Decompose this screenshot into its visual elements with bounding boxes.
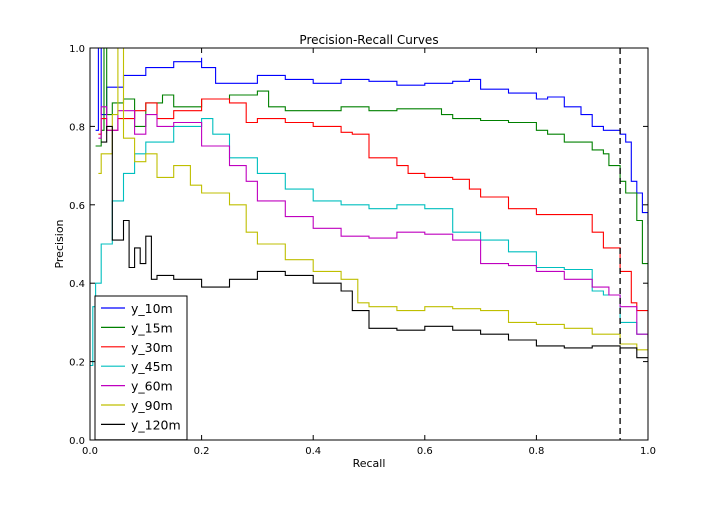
series-line-y-120m	[101, 125, 648, 362]
y-tick-label: 0.8	[69, 122, 85, 133]
x-tick-label: 0.6	[417, 446, 433, 457]
x-tick-label: 0.2	[194, 446, 210, 457]
plot-frame	[89, 47, 649, 441]
x-tick-label: 0.4	[305, 446, 321, 457]
series-line-y-10m	[95, 48, 648, 225]
series-line-y-15m	[95, 48, 648, 288]
legend-box	[94, 295, 188, 441]
legend-entry-label: y_10m	[131, 301, 173, 316]
x-axis-label: Recall	[353, 457, 386, 470]
y-tick-label: 0.6	[69, 201, 85, 212]
series-line-y-45m	[90, 118, 648, 367]
y-tick-label: 0.2	[69, 358, 85, 369]
axis-ticks: 0.0 0.2 0.4 0.6 0.8 1.0 0.0 0.2 0.4 0.6 0.8 1.0	[69, 44, 656, 457]
legend-entry-label: y_60m	[131, 379, 173, 394]
y-axis-label: Precision	[53, 219, 66, 268]
legend-entry-label: y_120m	[131, 417, 181, 432]
series-line-y-60m	[98, 106, 648, 350]
y-tick-label: 0.4	[69, 279, 85, 290]
series-line-y-90m	[98, 48, 648, 354]
y-tick-label: 0.0	[69, 436, 85, 447]
legend-entry-label: y_15m	[131, 320, 173, 335]
legend-entry-label: y_90m	[131, 398, 173, 413]
x-tick-label: 0.8	[528, 446, 544, 457]
legend-entry-label: y_30m	[131, 340, 173, 355]
series-line-y-30m	[98, 98, 648, 339]
y-tick-label: 1.0	[69, 44, 85, 55]
chart-title: Precision-Recall Curves	[299, 33, 438, 47]
x-tick-label: 1.0	[640, 446, 656, 457]
legend: y_10m y_15m y_30m y_45m y_60m y_90m y_120m	[94, 295, 188, 441]
x-tick-label: 0.0	[82, 446, 98, 457]
legend-entry-label: y_45m	[131, 359, 173, 374]
